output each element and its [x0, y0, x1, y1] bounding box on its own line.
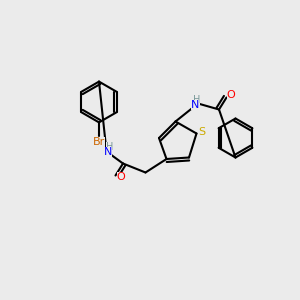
Text: N: N [191, 100, 199, 110]
Text: S: S [198, 127, 206, 137]
Text: H: H [193, 95, 200, 105]
Text: Br: Br [93, 137, 105, 147]
Text: O: O [116, 172, 125, 182]
Text: N: N [104, 147, 112, 157]
Text: H: H [106, 142, 114, 152]
Text: O: O [226, 90, 236, 100]
